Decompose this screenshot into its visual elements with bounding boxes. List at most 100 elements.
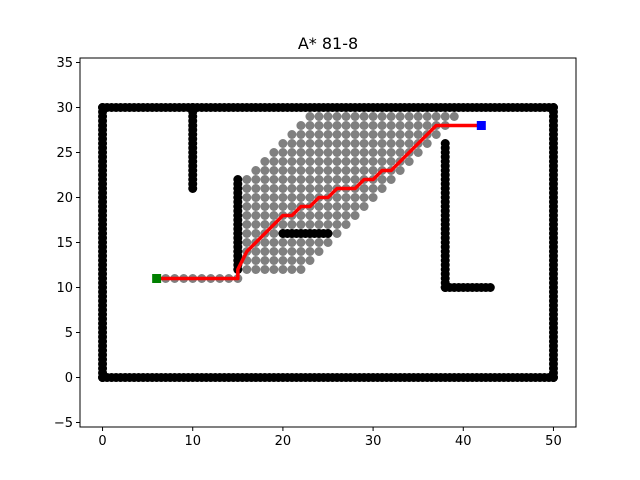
explored-node: [260, 247, 270, 256]
explored-node: [359, 139, 369, 148]
explored-node: [341, 166, 351, 175]
explored-node: [323, 157, 333, 166]
explored-node: [395, 112, 405, 121]
obstacle-wall-x38: [440, 139, 450, 292]
explored-node: [323, 175, 333, 184]
explored-node: [287, 265, 297, 274]
explored-node: [323, 238, 333, 247]
obstacle-boundary-bottom: [98, 373, 558, 382]
explored-node: [341, 193, 351, 202]
explored-node: [314, 238, 324, 247]
explored-node: [305, 220, 315, 229]
explored-node: [359, 202, 369, 211]
x-tick-label: 20: [275, 434, 292, 449]
explored-node: [332, 220, 342, 229]
explored-node: [332, 166, 342, 175]
explored-node: [323, 211, 333, 220]
explored-node: [341, 202, 351, 211]
explored-node: [404, 112, 414, 121]
explored-node: [287, 220, 297, 229]
explored-node: [341, 211, 351, 220]
explored-node: [323, 202, 333, 211]
explored-node: [413, 112, 423, 121]
x-tick-label: 50: [545, 434, 562, 449]
explored-node: [278, 202, 288, 211]
explored-node: [395, 166, 405, 175]
explored-node: [404, 121, 414, 130]
explored-node: [377, 184, 387, 193]
explored-node: [314, 130, 324, 139]
explored-node: [296, 247, 306, 256]
explored-node: [359, 112, 369, 121]
explored-node: [404, 139, 414, 148]
explored-node: [377, 148, 387, 157]
explored-node: [251, 247, 261, 256]
explored-node: [242, 229, 252, 238]
explored-node: [305, 175, 315, 184]
explored-node: [242, 265, 252, 274]
explored-node: [314, 121, 324, 130]
explored-node: [296, 130, 306, 139]
explored-node: [377, 139, 387, 148]
explored-node: [251, 184, 261, 193]
explored-node: [395, 130, 405, 139]
explored-node: [305, 139, 315, 148]
explored-node: [287, 202, 297, 211]
y-tick-label: 5: [65, 326, 73, 341]
obstacle-point: [440, 139, 450, 148]
explored-node: [350, 193, 360, 202]
explored-node: [296, 184, 306, 193]
explored-node: [269, 202, 279, 211]
explored-node: [332, 211, 342, 220]
obstacle-point: [188, 103, 198, 112]
explored-node: [341, 112, 351, 121]
explored-node: [260, 211, 270, 220]
obstacle-wall-x15: [233, 175, 243, 274]
explored-node: [359, 121, 369, 130]
explored-node: [341, 139, 351, 148]
explored-node: [368, 121, 378, 130]
explored-node: [260, 265, 270, 274]
explored-node: [350, 157, 360, 166]
explored-node: [440, 112, 450, 121]
explored-node: [269, 238, 279, 247]
obstacle-point: [98, 103, 108, 112]
explored-node: [395, 139, 405, 148]
y-tick-label: 10: [56, 281, 73, 296]
explored-node: [323, 121, 333, 130]
y-tick-label: 30: [56, 101, 73, 116]
explored-node: [278, 148, 288, 157]
explored-node: [377, 157, 387, 166]
explored-node: [377, 121, 387, 130]
explored-node: [287, 130, 297, 139]
explored-node: [332, 130, 342, 139]
explored-node: [341, 157, 351, 166]
explored-node: [395, 148, 405, 157]
explored-node: [368, 166, 378, 175]
explored-node: [260, 256, 270, 265]
explored-node: [386, 121, 396, 130]
explored-nodes: [161, 112, 459, 283]
explored-node: [305, 121, 315, 130]
y-tick-label: −5: [54, 416, 73, 431]
explored-node: [269, 265, 279, 274]
explored-node: [341, 148, 351, 157]
explored-node: [314, 220, 324, 229]
y-tick-label: 25: [56, 146, 73, 161]
explored-node: [305, 148, 315, 157]
chart-title: A* 81-8: [298, 34, 358, 53]
explored-node: [350, 130, 360, 139]
explored-node: [350, 139, 360, 148]
explored-node: [296, 139, 306, 148]
explored-node: [404, 157, 414, 166]
explored-node: [332, 157, 342, 166]
explored-node: [404, 130, 414, 139]
explored-node: [296, 265, 306, 274]
explored-node: [314, 184, 324, 193]
obstacle-boundary-top: [98, 103, 558, 112]
explored-node: [413, 121, 423, 130]
explored-node: [359, 130, 369, 139]
explored-node: [350, 175, 360, 184]
explored-node: [269, 184, 279, 193]
explored-node: [287, 184, 297, 193]
